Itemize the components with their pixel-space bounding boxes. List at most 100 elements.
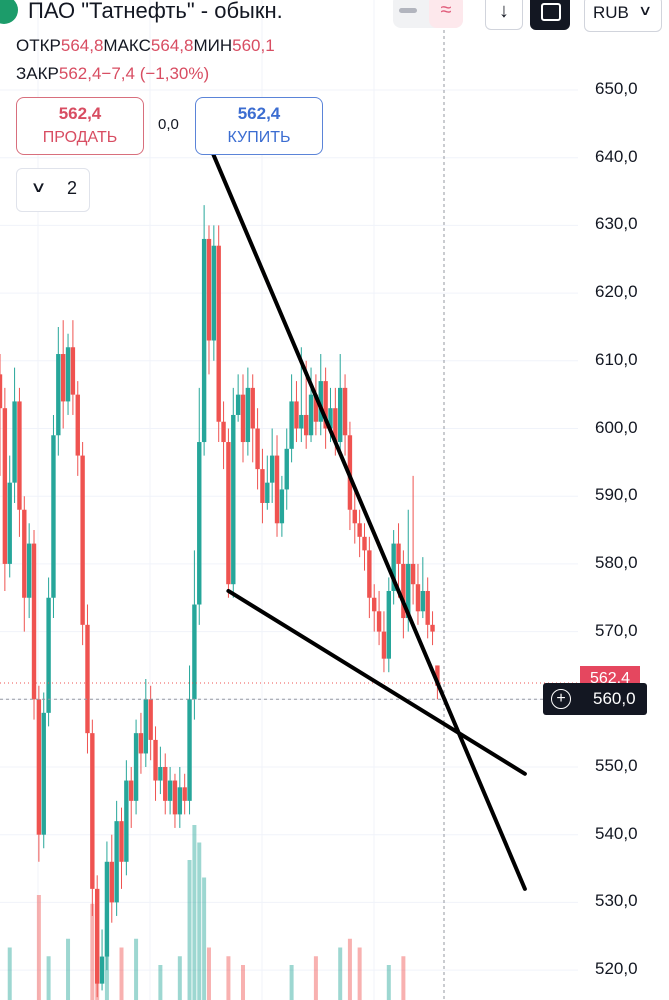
open-value: 564,8 xyxy=(60,36,104,55)
candle-body xyxy=(435,665,440,686)
price-axis-label: 530,0 xyxy=(595,891,638,911)
company-logo xyxy=(0,0,18,24)
price-axis-label: 600,0 xyxy=(595,417,638,437)
candle-body xyxy=(245,387,251,443)
volume-bar xyxy=(313,956,318,1000)
candle-body xyxy=(70,347,76,395)
buy-button[interactable]: 562,4 КУПИТЬ xyxy=(195,97,323,155)
volume-bar xyxy=(289,965,294,1000)
crosshair-price-tag[interactable]: + 560,0 xyxy=(543,683,647,715)
candle-body xyxy=(226,442,231,585)
indicators-count: 2 xyxy=(67,178,78,198)
volume-bar xyxy=(192,825,197,1000)
candle-body xyxy=(163,767,168,801)
candle-body xyxy=(85,624,90,734)
sell-label: ПРОДАТЬ xyxy=(42,129,118,146)
candle-body xyxy=(182,787,187,801)
trendline[interactable] xyxy=(206,142,527,891)
candlesticks xyxy=(0,205,440,998)
candle-body xyxy=(342,387,348,436)
candle-body xyxy=(192,604,197,700)
candle-body xyxy=(80,455,85,625)
candle-body xyxy=(235,394,241,415)
candle-body xyxy=(362,536,367,551)
volume-bar xyxy=(197,842,202,1000)
last-price-tag: 562,4 xyxy=(580,666,640,686)
currency-label: RUB xyxy=(593,3,629,22)
candle-body xyxy=(26,543,32,598)
volume-bar xyxy=(90,903,95,1000)
candle-body xyxy=(0,374,3,409)
volume-bar xyxy=(202,877,207,1000)
candle-body xyxy=(372,597,377,612)
sell-button[interactable]: 562,4 ПРОДАТЬ xyxy=(16,97,144,155)
trendline[interactable] xyxy=(226,588,527,776)
plus-circle-icon[interactable]: + xyxy=(551,689,571,709)
price-axis-label: 580,0 xyxy=(595,552,638,572)
volume-bar xyxy=(46,956,51,1000)
chart-style-toggle[interactable]: ≈ xyxy=(393,0,463,28)
volume-bar xyxy=(7,947,12,1000)
candle-body xyxy=(22,509,27,598)
candle-body xyxy=(284,448,289,490)
candle-body xyxy=(104,861,110,957)
price-axis-label: 650,0 xyxy=(595,79,638,98)
candle-body xyxy=(231,414,236,585)
volume-bar xyxy=(401,956,406,1000)
candle-body xyxy=(51,435,56,598)
chart-header: ПАО "Татнефть" - обыкн. ≈ ↓ RUB ∨ xyxy=(0,0,669,40)
candle-body xyxy=(75,394,80,456)
volume-bar xyxy=(206,947,211,1000)
candle-body xyxy=(289,401,294,449)
volume-bar xyxy=(241,965,245,1000)
chevron-down-icon: ∨ xyxy=(30,179,47,196)
chevron-down-icon: ∨ xyxy=(637,2,653,18)
candle-body xyxy=(138,733,144,754)
indicators-collapse-button[interactable]: ∨ 2 xyxy=(16,168,90,212)
buy-price: 562,4 xyxy=(237,104,281,123)
candle-body xyxy=(129,780,134,801)
candle-body xyxy=(206,238,212,341)
high-value: 564,8 xyxy=(150,36,194,55)
candle-body xyxy=(269,455,275,483)
candle-body xyxy=(90,733,95,889)
candle-body xyxy=(56,354,61,436)
candle-body xyxy=(386,590,391,659)
price-axis-label: 630,0 xyxy=(595,214,638,234)
candle-body xyxy=(274,455,280,524)
currency-select[interactable]: RUB ∨ xyxy=(584,0,662,32)
change-value: −7,4 (−1,30%) xyxy=(101,64,210,83)
candle-body xyxy=(36,699,42,835)
volume-bar xyxy=(36,895,41,1000)
trendlines[interactable] xyxy=(206,142,527,891)
volume-bar xyxy=(357,947,362,1000)
candle-body xyxy=(31,543,37,700)
download-button[interactable]: ↓ xyxy=(485,0,523,30)
candle-body xyxy=(279,489,285,524)
buy-label: КУПИТЬ xyxy=(227,129,291,146)
wave-icon[interactable]: ≈ xyxy=(429,0,463,28)
candle-body xyxy=(357,523,362,537)
candle-body xyxy=(381,631,387,659)
candle-body xyxy=(7,482,12,564)
ohlc-row-2: ЗАКР562,4−7,4 (−1,30%) xyxy=(16,64,209,84)
candle-body xyxy=(109,861,114,903)
candle-body xyxy=(148,699,153,740)
candle-body xyxy=(396,543,401,564)
candle-body xyxy=(124,780,129,862)
fullscreen-button[interactable] xyxy=(530,0,570,30)
candle-body xyxy=(41,712,46,835)
candle-body xyxy=(294,401,299,429)
instrument-title[interactable]: ПАО "Татнефть" - обыкн. xyxy=(28,0,283,23)
candle-body xyxy=(114,821,119,903)
spread-value: 0,0 xyxy=(158,116,179,133)
line-style-icon[interactable] xyxy=(399,8,417,13)
fullscreen-icon xyxy=(541,3,561,21)
price-axis-label: 550,0 xyxy=(595,756,638,775)
crosshair-price: 560,0 xyxy=(593,689,636,708)
candle-body xyxy=(17,401,22,510)
volume-bar xyxy=(66,938,71,1000)
candle-body xyxy=(60,354,66,402)
candle-body xyxy=(415,584,421,612)
